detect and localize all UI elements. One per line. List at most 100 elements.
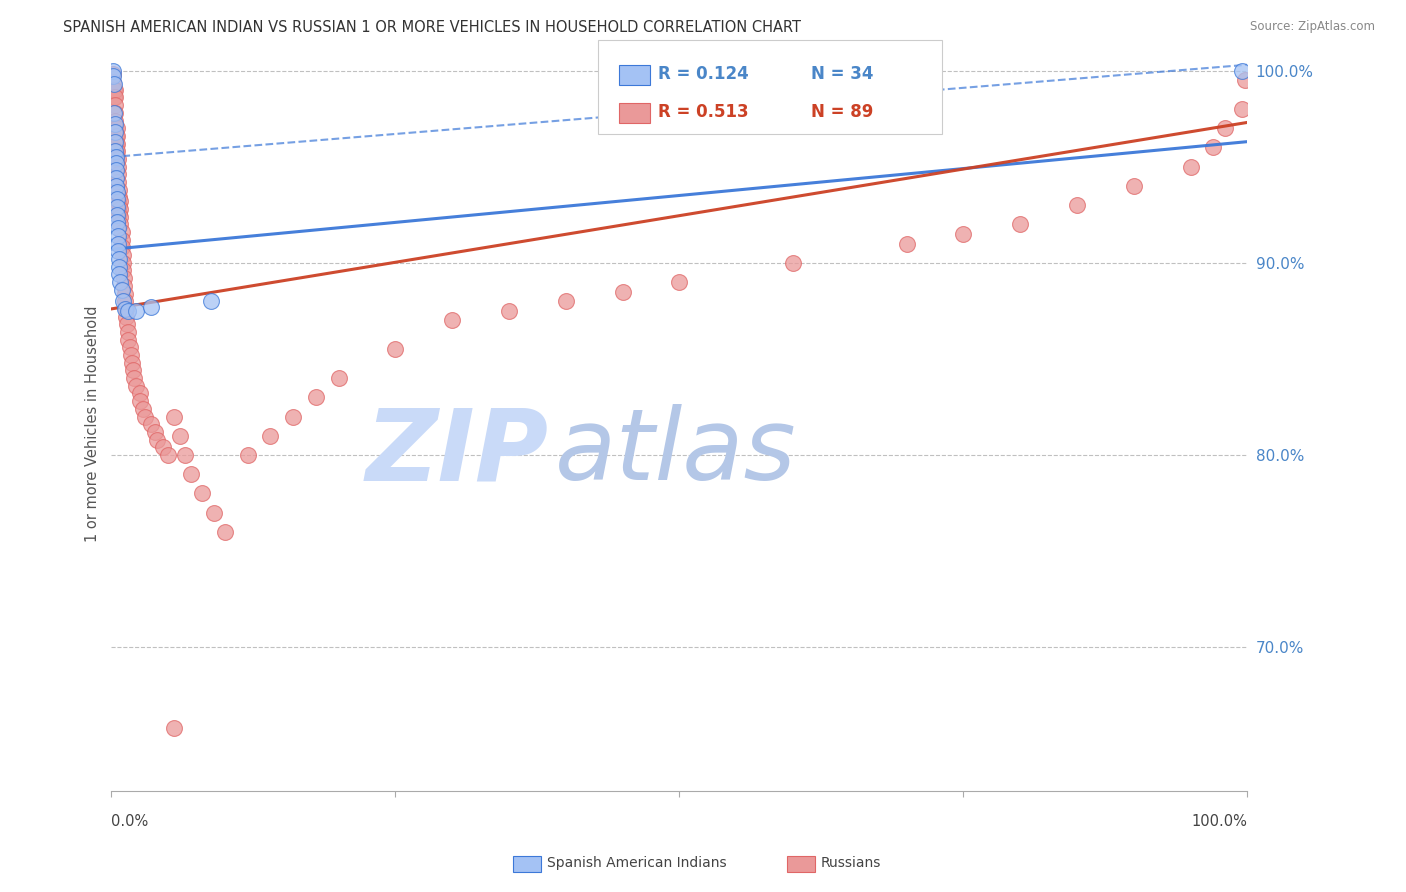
Text: Source: ZipAtlas.com: Source: ZipAtlas.com	[1250, 20, 1375, 33]
Point	[104, 98, 127, 112]
Point	[259, 429, 281, 443]
Point	[1234, 73, 1257, 87]
Point	[107, 167, 129, 181]
Point	[104, 178, 127, 193]
Point	[110, 210, 132, 224]
Point	[441, 313, 464, 327]
Point	[114, 286, 136, 301]
Point	[112, 271, 135, 285]
Point	[122, 363, 145, 377]
Point	[105, 200, 128, 214]
Point	[111, 294, 134, 309]
Point	[174, 448, 197, 462]
Text: ZIP: ZIP	[366, 404, 548, 501]
Point	[107, 175, 129, 189]
Point	[104, 128, 127, 143]
Point	[668, 275, 690, 289]
Point	[202, 506, 225, 520]
Point	[104, 125, 127, 139]
Point	[103, 105, 125, 120]
Point	[111, 225, 134, 239]
Point	[104, 135, 127, 149]
Point	[107, 152, 129, 166]
Y-axis label: 1 or more Vehicles in Household: 1 or more Vehicles in Household	[86, 305, 100, 541]
Text: N = 89: N = 89	[811, 103, 873, 121]
Point	[108, 268, 131, 282]
Point	[1010, 217, 1032, 231]
Point	[191, 486, 214, 500]
Point	[110, 217, 132, 231]
Point	[163, 409, 186, 424]
Point	[117, 325, 139, 339]
Point	[125, 303, 148, 318]
Text: R = 0.513: R = 0.513	[658, 103, 748, 121]
Point	[115, 310, 138, 324]
Point	[110, 194, 132, 209]
Point	[236, 448, 259, 462]
Point	[384, 343, 406, 357]
Point	[111, 240, 134, 254]
Point	[117, 303, 139, 318]
Point	[104, 105, 127, 120]
Point	[104, 152, 127, 166]
Point	[1122, 178, 1144, 193]
Point	[107, 160, 129, 174]
Point	[103, 90, 125, 104]
Point	[104, 150, 127, 164]
Point	[305, 390, 328, 404]
Point	[105, 185, 128, 199]
Point	[118, 340, 141, 354]
Point	[105, 128, 128, 143]
Point	[112, 278, 135, 293]
Text: R = 0.124: R = 0.124	[658, 65, 749, 83]
Point	[1180, 160, 1202, 174]
Point	[104, 83, 127, 97]
Point	[283, 409, 305, 424]
Point	[111, 248, 134, 262]
Point	[1202, 140, 1225, 154]
Point	[117, 333, 139, 347]
Point	[104, 117, 127, 131]
Point	[554, 294, 576, 309]
Text: 100.0%: 100.0%	[1191, 814, 1247, 830]
Point	[110, 202, 132, 216]
Point	[114, 294, 136, 309]
Point	[104, 163, 127, 178]
Point	[117, 318, 139, 332]
Point	[101, 67, 124, 81]
Point	[103, 77, 125, 91]
Point	[214, 524, 236, 539]
Point	[107, 228, 129, 243]
Point	[111, 256, 134, 270]
Text: Russians: Russians	[821, 856, 882, 871]
Point	[101, 63, 124, 78]
Point	[105, 121, 128, 136]
Text: Spanish American Indians: Spanish American Indians	[547, 856, 727, 871]
Point	[128, 394, 150, 409]
Point	[105, 136, 128, 151]
Point	[128, 386, 150, 401]
Point	[110, 275, 132, 289]
Point	[114, 301, 136, 316]
Point	[108, 190, 131, 204]
Point	[141, 300, 163, 314]
Point	[104, 121, 127, 136]
Point	[952, 227, 974, 241]
Point	[108, 206, 131, 220]
Point	[125, 379, 148, 393]
Point	[1230, 63, 1253, 78]
Point	[1230, 102, 1253, 116]
Point	[107, 236, 129, 251]
Point	[108, 198, 131, 212]
Point	[132, 401, 155, 416]
Point	[111, 233, 134, 247]
Point	[105, 208, 128, 222]
Point	[1066, 198, 1088, 212]
Point	[104, 156, 127, 170]
Point	[141, 417, 163, 432]
Point	[101, 75, 124, 89]
Point	[146, 433, 169, 447]
Point	[498, 303, 520, 318]
Point	[105, 192, 128, 206]
Point	[105, 145, 128, 159]
